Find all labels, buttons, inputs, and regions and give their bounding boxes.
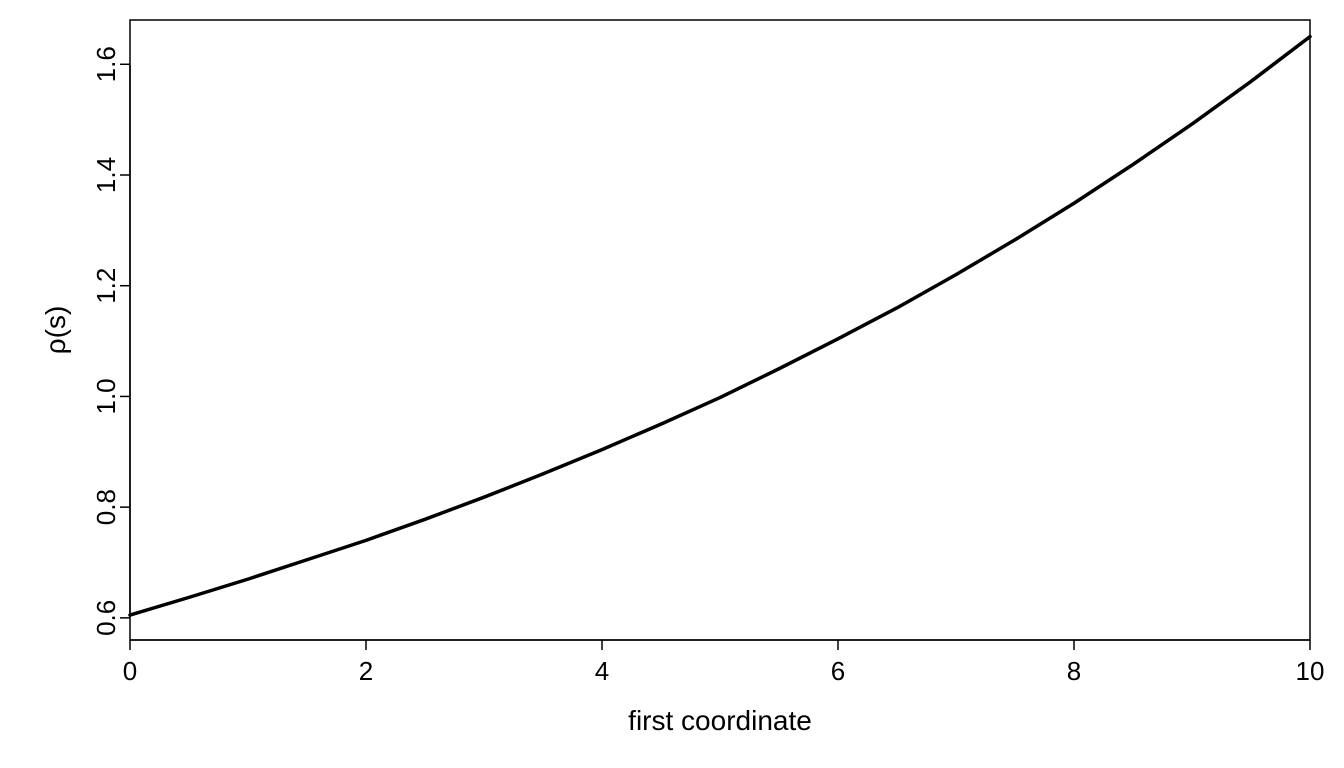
x-tick-label: 2 (359, 656, 373, 686)
x-tick-label: 0 (123, 656, 137, 686)
x-tick-label: 10 (1296, 656, 1325, 686)
y-tick-label: 0.8 (91, 489, 121, 525)
y-tick-label: 0.6 (91, 600, 121, 636)
y-tick-label: 1.0 (91, 378, 121, 414)
y-tick-label: 1.4 (91, 157, 121, 193)
x-tick-label: 8 (1067, 656, 1081, 686)
x-tick-label: 4 (595, 656, 609, 686)
x-axis-label: first coordinate (628, 705, 812, 736)
line-chart: 0 2 4 6 8 10 first coordinate 0.6 0.8 1.0 1.2 1.4 1.… (0, 0, 1344, 768)
y-axis-label: ρ(s) (40, 306, 71, 355)
chart-container: 0 2 4 6 8 10 first coordinate 0.6 0.8 1.0 1.2 1.4 1.… (0, 0, 1344, 768)
x-tick-label: 6 (831, 656, 845, 686)
y-tick-label: 1.6 (91, 46, 121, 82)
y-tick-label: 1.2 (91, 268, 121, 304)
